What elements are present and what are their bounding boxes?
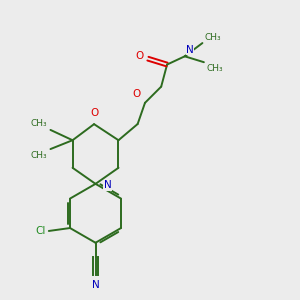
Text: CH₃: CH₃ bbox=[205, 33, 221, 42]
Text: O: O bbox=[90, 108, 98, 118]
Text: O: O bbox=[132, 89, 141, 99]
Text: Cl: Cl bbox=[35, 226, 45, 236]
Text: N: N bbox=[186, 45, 194, 55]
Text: N: N bbox=[104, 180, 112, 190]
Text: N: N bbox=[92, 280, 99, 290]
Text: CH₃: CH₃ bbox=[31, 119, 47, 128]
Text: O: O bbox=[135, 51, 143, 61]
Text: CH₃: CH₃ bbox=[31, 151, 47, 160]
Text: CH₃: CH₃ bbox=[206, 64, 223, 73]
